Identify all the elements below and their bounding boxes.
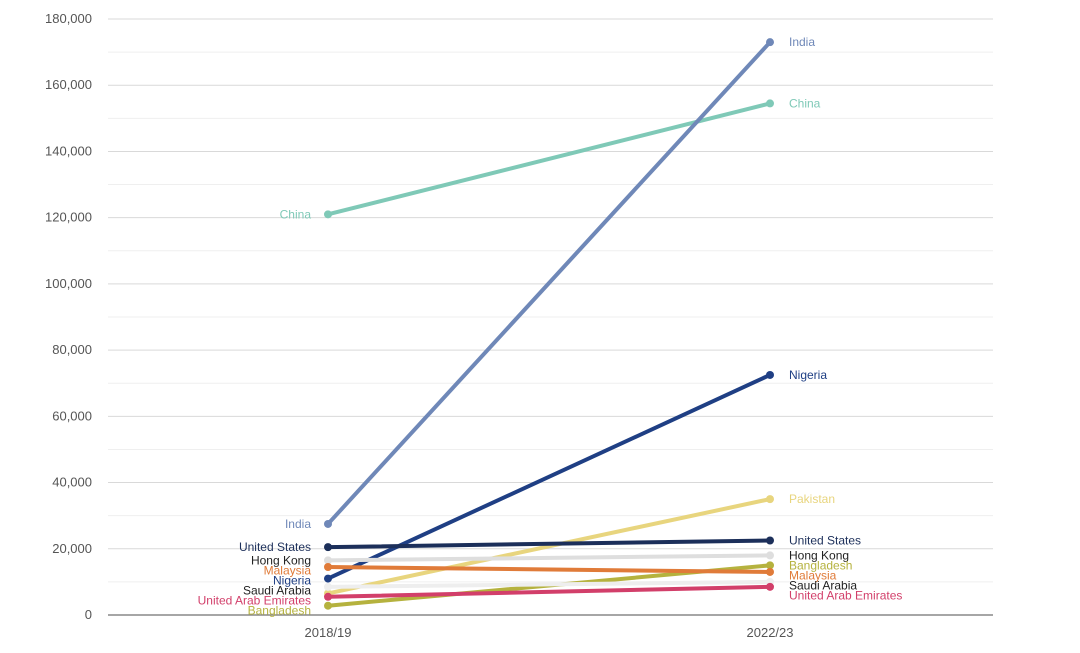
data-point-end [766,567,774,576]
y-tick-label: 20,000 [52,541,92,556]
series-label-start: United Arab Emirates [198,593,311,607]
y-tick-label: 120,000 [45,210,92,225]
series-label-end: China [789,96,821,110]
data-point-end [766,536,774,545]
series-label-end: Pakistan [789,492,835,506]
data-point-start [324,543,332,552]
data-point-end [766,561,774,570]
series-label-end: United Arab Emirates [789,588,902,602]
x-axis: 2018/19 2022/23 [108,614,993,640]
series-line-india [326,40,772,526]
data-point-start [324,519,332,528]
y-tick-label: 0 [85,607,92,622]
series-line-hong-kong [326,553,772,563]
data-point-start [324,562,332,571]
series-line-china [326,101,772,217]
series-label-end: United States [789,534,861,548]
series-line-saudi-arabia [326,579,772,589]
series-label-end: Hong Kong [789,548,849,562]
x-tick-label: 2022/23 [747,625,794,640]
data-point-end [766,99,774,108]
series-label-start: Nigeria [273,573,311,587]
data-point-start [324,592,332,601]
data-point-end [766,495,774,504]
data-point-start [324,210,332,219]
y-tick-label: 180,000 [45,11,92,26]
y-axis-tick-labels: 0 20,000 40,000 60,000 80,000 100,000 120,000 1… [45,11,92,622]
y-tick-label: 60,000 [52,408,92,423]
series-label-start: China [280,207,312,221]
series-line-united-arab-emirates [326,584,772,599]
series-label-end: Saudi Arabia [789,578,857,592]
data-point-start [324,556,332,565]
y-tick-label: 100,000 [45,276,92,291]
series-label-end: Malaysia [789,568,837,582]
series-label-start: Malaysia [264,563,312,577]
series-label-start: Saudi Arabia [243,583,311,597]
data-point-end [766,551,774,560]
series-label-end: Nigeria [789,368,827,382]
series-line-malaysia [326,564,772,574]
y-tick-label: 140,000 [45,143,92,158]
series-label-start: Hong Kong [251,553,311,567]
data-point-start [324,601,332,610]
data-point-end [766,370,774,379]
series-label-end: Bangladesh [789,558,852,572]
series-line-pakistan [326,497,772,596]
series-label-start: United States [239,540,311,554]
series-label-start: India [285,517,311,531]
data-point-end [766,38,774,47]
y-tick-label: 80,000 [52,342,92,357]
data-point-start [324,574,332,583]
x-tick-label: 2018/19 [305,625,352,640]
data-point-end [766,582,774,591]
series-label-end: India [789,35,815,49]
y-tick-label: 40,000 [52,475,92,490]
series-line-united-states [326,538,772,550]
series-label-start: Bangladesh [248,603,311,617]
grid-layer [108,18,993,583]
series-layer [324,38,774,610]
y-tick-label: 160,000 [45,77,92,92]
data-point-start [324,582,332,591]
